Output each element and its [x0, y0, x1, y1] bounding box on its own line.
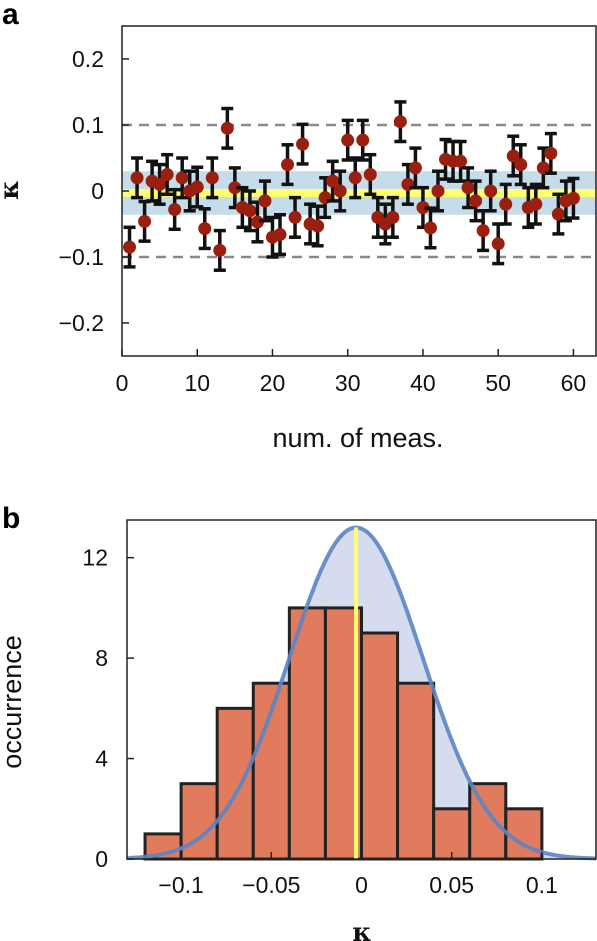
x-tick-label: −0.05: [242, 872, 300, 898]
data-point: [499, 182, 513, 226]
data-point: [363, 152, 377, 197]
data-point: [386, 195, 400, 239]
histogram-bar: [396, 681, 436, 861]
data-point: [484, 169, 498, 213]
data-point: [281, 143, 295, 187]
data-point: [296, 122, 310, 166]
y-tick-label: 8: [95, 645, 108, 671]
histogram-bar: [432, 807, 472, 861]
data-point: [273, 213, 287, 257]
panel-label-b: b: [2, 502, 20, 535]
data-point: [476, 209, 490, 253]
data-point: [341, 118, 355, 162]
x-axis-ticks: 0 10 20 30 40 50 60: [116, 349, 587, 396]
histogram-bars: [143, 606, 544, 861]
data-point: [153, 162, 167, 206]
x-tick-label: 40: [410, 370, 436, 396]
data-point: [160, 152, 174, 197]
data-point: [138, 199, 152, 243]
data-point: [536, 146, 550, 190]
y-axis-title: occurrence: [0, 635, 27, 769]
y-axis-ticks: 0 4 8 12: [82, 545, 134, 872]
data-point: [220, 106, 234, 150]
data-point: [408, 146, 422, 190]
histogram-bar: [360, 631, 400, 861]
y-tick-label: 0: [95, 846, 108, 872]
data-point: [175, 156, 189, 200]
y-tick-label: 0.1: [72, 112, 104, 138]
data-point: [228, 166, 242, 210]
y-axis-ticks: −0.2 −0.1 0 0.1 0.2: [59, 46, 129, 336]
y-tick-label: 0.2: [72, 46, 104, 72]
x-tick-label: 30: [335, 370, 361, 396]
y-tick-label: −0.2: [59, 310, 104, 336]
y-axis-title: κ: [0, 180, 25, 200]
data-point: [529, 182, 543, 226]
histogram-bar: [215, 706, 255, 861]
data-point: [326, 159, 340, 203]
histogram-chart: −0.1 −0.05 0 0.05 0.1 0 4 8 12 κ occurrence: [0, 519, 597, 941]
data-point: [393, 100, 407, 144]
x-tick-label: 60: [561, 370, 587, 396]
data-point: [431, 169, 445, 213]
x-tick-label: 0: [116, 370, 129, 396]
data-point: [265, 215, 279, 259]
data-point: [356, 118, 370, 162]
x-tick-label: 0: [355, 872, 368, 898]
data-point: [506, 134, 520, 178]
data-point: [423, 206, 437, 250]
data-point: [551, 192, 565, 236]
y-tick-label: 0: [91, 178, 104, 204]
x-tick-label: −0.1: [158, 872, 203, 898]
data-point: [168, 187, 182, 232]
x-tick-label: 0.1: [526, 872, 558, 898]
data-point: [333, 169, 347, 213]
dashed-reference-lines: [122, 123, 596, 259]
x-axis-ticks: −0.1 −0.05 0 0.05 0.1: [158, 852, 558, 898]
y-tick-label: 4: [95, 746, 108, 772]
data-point: [566, 176, 580, 220]
data-point: [243, 189, 257, 233]
data-point: [311, 204, 325, 248]
data-point: [454, 139, 468, 183]
x-tick-label: 50: [485, 370, 511, 396]
panel-label-a: a: [2, 0, 19, 31]
data-point: [205, 156, 219, 200]
data-point: [469, 179, 483, 223]
x-tick-label: 10: [184, 370, 210, 396]
x-tick-label: 20: [260, 370, 286, 396]
data-point: [213, 228, 227, 272]
x-axis-title: num. of meas.: [272, 423, 443, 453]
data-points: [123, 100, 580, 272]
data-point: [198, 207, 212, 251]
x-axis-title: κ: [352, 918, 372, 941]
x-tick-label: 0.05: [429, 872, 474, 898]
data-point: [544, 131, 558, 175]
y-tick-label: 12: [82, 545, 108, 571]
scatter-chart: 0 10 20 30 40 50 60 −0.2 −0.1 0 0.1 0.2 num. of me…: [0, 25, 597, 453]
data-point: [461, 166, 475, 210]
data-point: [348, 156, 362, 200]
data-point: [190, 165, 204, 209]
data-point: [130, 156, 144, 200]
data-point: [514, 143, 528, 187]
gaussian-curve: [126, 525, 597, 861]
data-point: [123, 225, 137, 269]
y-tick-label: −0.1: [59, 244, 104, 270]
data-point: [258, 179, 272, 223]
data-point: [288, 195, 302, 239]
